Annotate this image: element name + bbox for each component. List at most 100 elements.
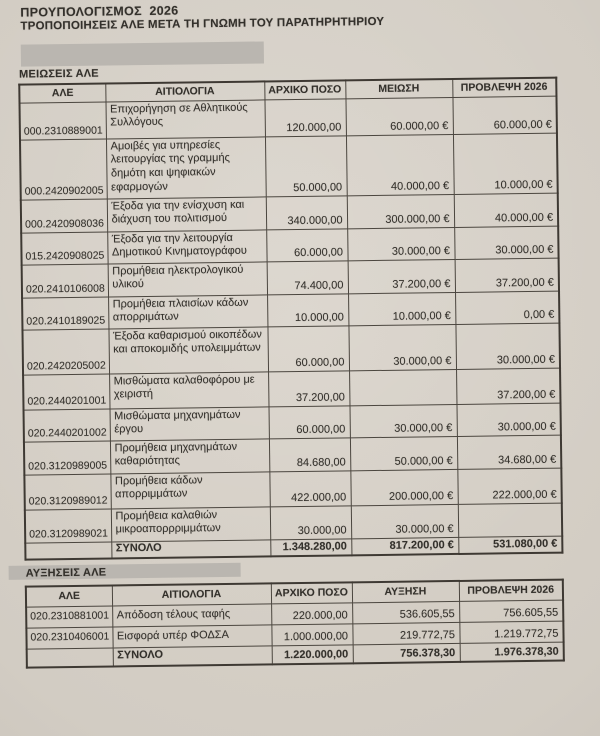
cell-ale-code: 020.2440201001: [23, 373, 110, 410]
cell-initial-amount: 74.400,00: [266, 260, 349, 295]
cell-initial-amount: 120.000,00: [264, 98, 346, 137]
cell-reason: Αμοιβές για υπηρεσίες λειτουργίας της γρ…: [105, 136, 266, 199]
cell-forecast-amount: 30.000,00 €: [454, 225, 559, 259]
total-change-amount: 817.200,00 €: [351, 536, 459, 556]
cell-reason: Έξοδα για την ενίσχυση και διάχυση του π…: [106, 196, 267, 232]
cell-change-amount: 536.605,55: [352, 600, 460, 624]
cell-change-amount: 50.000,00 €: [349, 435, 458, 471]
cell-change-amount: 30.000,00 €: [349, 403, 457, 438]
cell-ale-code: 020.2310881001: [26, 605, 113, 628]
column-header: ΑΙΤΙΟΛΟΓΙΑ: [105, 81, 265, 102]
table-row: 000.2420902005 Αμοιβές για υπηρεσίες λειτ…: [19, 132, 558, 200]
column-header: ΠΡΟΒΛΕΨΗ 2026: [458, 579, 564, 601]
cell-ale-code: 000.2310889001: [19, 101, 106, 140]
cell-forecast-amount: 222.000,00 €: [457, 467, 562, 504]
cell-forecast-amount: [457, 502, 563, 537]
table-row: 020.2420205002 Έξοδα καθαρισμού οικοπέδων…: [22, 322, 561, 375]
cell-ale-code: 020.2440201002: [23, 408, 110, 442]
cell-forecast-amount: 60.000,00 €: [452, 95, 557, 134]
total-label: ΣΥΝΟΛΟ: [112, 645, 272, 667]
cell-ale-code: 020.3120989021: [24, 508, 112, 543]
column-header: ΑΥΞΗΣΗ: [351, 580, 460, 603]
cell-ale-code: 020.3120989012: [24, 473, 111, 510]
cell-forecast-amount: 40.000,00 €: [453, 192, 559, 227]
cell-change-amount: 37.200,00 €: [347, 258, 456, 294]
column-header: ΑΙΤΙΟΛΟΓΙΑ: [111, 583, 272, 606]
cell-change-amount: 300.000,00 €: [346, 193, 455, 229]
total-forecast-amount: 531.080,00 €: [458, 535, 563, 554]
column-header: ΠΡΟΒΛΕΨΗ 2026: [452, 77, 557, 97]
cell-reason: Εισφορά υπέρ ΦΟΔΣΑ: [112, 624, 272, 648]
column-header: ΜΕΙΩΣΗ: [345, 78, 453, 99]
cell-forecast-amount: 30.000,00 €: [455, 322, 561, 369]
cell-initial-amount: 30.000,00: [269, 505, 352, 540]
cell-ale-code: 020.3120989005: [23, 440, 111, 475]
cell-reason: Προμήθεια μηχανημάτων καθαριότητας: [109, 438, 270, 474]
cell-ale-code: 020.2410106008: [21, 263, 109, 298]
cell-forecast-amount: 37.200,00 €: [456, 367, 561, 404]
cell-reason: Προμήθεια ηλεκτρολογικού υλικού: [107, 261, 268, 297]
cell-initial-amount: 37.200,00: [268, 370, 350, 407]
cell-ale-empty: [26, 647, 113, 668]
cell-forecast-amount: 1.219.772,75: [459, 620, 564, 643]
cell-initial-amount: 60.000,00: [266, 228, 348, 262]
increases-table: ΑΛΕ ΑΙΤΙΟΛΟΓΙΑ ΑΡΧΙΚΟ ΠΟΣΟ ΑΥΞΗΣΗ ΠΡΟΒΛΕΨΗ 2…: [24, 578, 565, 669]
cell-change-amount: 30.000,00 €: [347, 226, 455, 261]
cell-forecast-amount: 756.605,55: [459, 599, 564, 622]
cell-ale-code: 000.2420902005: [19, 138, 107, 200]
cell-reason: Προμήθεια κάδων απορριμμάτων: [110, 471, 270, 509]
cell-forecast-amount: 34.680,00 €: [456, 434, 562, 469]
cell-change-amount: 40.000,00 €: [345, 133, 454, 196]
redacted-block: [20, 41, 265, 67]
cell-ale-empty: [25, 541, 112, 560]
column-header: ΑΛΕ: [19, 83, 106, 103]
page-title: ΠΡΟΥΠΟΛΟΓΙΣΜΟΣ 2026: [20, 3, 179, 20]
cell-initial-amount: 60.000,00: [267, 325, 350, 372]
cell-change-amount: 30.000,00 €: [348, 323, 457, 371]
cell-initial-amount: 10.000,00: [267, 293, 349, 327]
cell-reason: Προμήθεια καλαθιών μικροαπορρριμμάτων: [110, 506, 271, 542]
increases-table-body: 020.2310881001 Απόδοση τέλους ταφής 220.00…: [26, 599, 564, 668]
cell-reason: Μισθώματα μηχανημάτων έργου: [109, 406, 269, 441]
total-forecast-amount: 1.976.378,30: [459, 641, 564, 662]
total-change-amount: 756.378,30: [352, 642, 460, 664]
total-initial-amount: 1.348.280,00: [270, 538, 352, 557]
cell-change-amount: 10.000,00 €: [348, 291, 456, 326]
section-label-increases: ΑΥΞΗΣΕΙΣ ΑΛΕ: [25, 566, 107, 580]
cell-initial-amount: 340.000,00: [265, 195, 348, 230]
column-header: ΑΡΧΙΚΟ ΠΟΣΟ: [270, 582, 353, 604]
cell-initial-amount: 84.680,00: [268, 437, 351, 472]
cell-change-amount: 200.000,00 €: [350, 468, 458, 506]
cell-reason: Απόδοση τέλους ταφής: [112, 603, 272, 627]
total-label: ΣΥΝΟΛΟ: [111, 539, 271, 559]
cell-change-amount: 30.000,00 €: [350, 503, 459, 539]
section-label-reductions: ΜΕΙΩΣΕΙΣ ΑΛΕ: [19, 67, 99, 81]
cell-change-amount: 219.772,75: [352, 621, 460, 645]
cell-reason: Επιχορήγηση σε Αθλητικούς Συλλόγους: [105, 99, 265, 139]
cell-change-amount: [349, 368, 457, 406]
column-header: ΑΡΧΙΚΟ ΠΟΣΟ: [264, 80, 346, 100]
cell-initial-amount: 1.000.000,00: [271, 623, 353, 646]
cell-ale-code: 020.2310406001: [26, 626, 113, 649]
cell-reason: Προμήθεια πλαισίων κάδων απορριμάτων: [108, 294, 268, 329]
cell-ale-code: 015.2420908025: [21, 231, 108, 265]
cell-initial-amount: 60.000,00: [268, 405, 350, 439]
reductions-table: ΑΛΕ ΑΙΤΙΟΛΟΓΙΑ ΑΡΧΙΚΟ ΠΟΣΟ ΜΕΙΩΣΗ ΠΡΟΒΛΕΨΗ 2…: [18, 76, 564, 561]
cell-reason: Μισθώματα καλαθοφόρου με χειριστή: [109, 371, 269, 409]
cell-forecast-amount: 0,00 €: [455, 290, 560, 324]
cell-forecast-amount: 37.200,00 €: [454, 257, 560, 292]
cell-change-amount: 60.000,00 €: [345, 96, 453, 136]
cell-ale-code: 000.2420908036: [20, 198, 108, 233]
cell-forecast-amount: 30.000,00 €: [456, 402, 561, 436]
cell-reason: Έξοδα καθαρισμού οικοπέδων και αποκομιδή…: [108, 326, 269, 374]
cell-initial-amount: 220.000,00: [271, 602, 353, 625]
cell-initial-amount: 50.000,00: [264, 135, 347, 197]
cell-reason: Έξοδα για την λειτουργία Δημοτικού Κινημ…: [107, 229, 267, 264]
cell-forecast-amount: 10.000,00 €: [452, 132, 558, 194]
cell-ale-code: 020.2410189025: [22, 296, 109, 330]
column-header: ΑΛΕ: [25, 585, 113, 607]
cell-ale-code: 020.2420205002: [22, 328, 110, 375]
reductions-table-body: 000.2310889001 Επιχορήγηση σε Αθλητικούς …: [19, 95, 563, 560]
